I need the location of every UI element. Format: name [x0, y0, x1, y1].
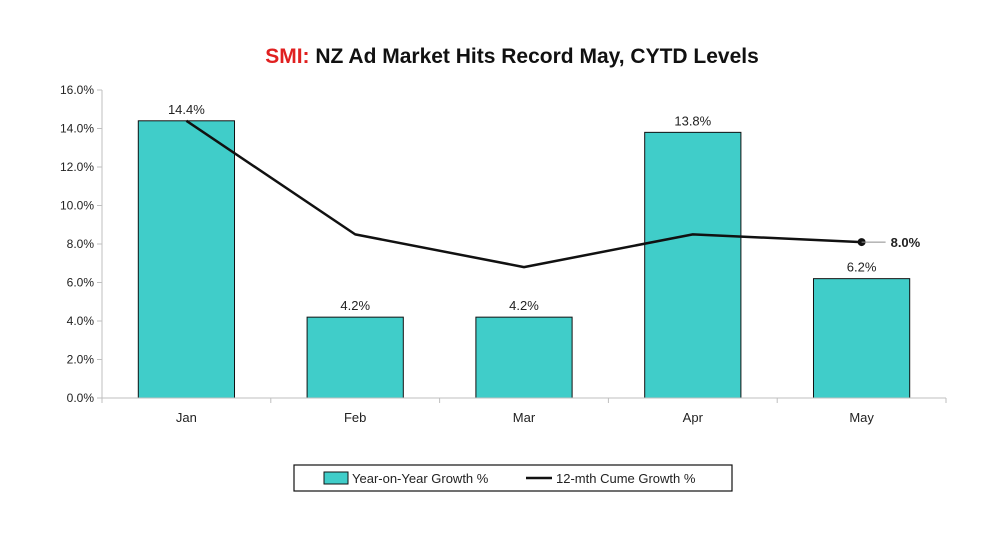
bar-feb: [306, 316, 404, 399]
bar-data-label: 6.2%: [847, 260, 877, 275]
x-tick-label-feb: Feb: [344, 410, 366, 425]
y-tick-label: 6.0%: [67, 276, 95, 290]
x-axis: Jan Feb Mar Apr May: [101, 397, 947, 425]
x-tick-label-mar: Mar: [513, 410, 536, 425]
line-series: 8.0%: [185, 119, 921, 269]
y-tick-label: 10.0%: [60, 199, 94, 213]
bar-mar: [475, 316, 573, 399]
bar-series: 14.4% 4.2% 4.2% 13.8% 6.2%: [137, 102, 911, 399]
chart-title-prefix: SMI:: [265, 45, 309, 68]
y-axis: 0.0% 2.0% 4.0% 6.0% 8.0% 10.0% 12.0% 14.0% 16.0%: [60, 83, 103, 405]
x-tick-label-apr: Apr: [683, 410, 704, 425]
bar-apr: [644, 131, 742, 399]
chart-title: SMI: NZ Ad Market Hits Record May, CYTD …: [265, 45, 759, 68]
legend-swatch-bar: [323, 471, 349, 485]
legend-box: [293, 464, 733, 492]
line-12mth-cume: [185, 119, 862, 269]
x-tick-label-jan: Jan: [176, 410, 197, 425]
bar-may: [812, 278, 911, 399]
y-tick-label: 4.0%: [67, 314, 95, 328]
legend: Year-on-Year Growth % 12-mth Cume Growth …: [293, 464, 733, 492]
chart-title-text: NZ Ad Market Hits Record May, CYTD Level…: [310, 45, 759, 68]
legend-label-line: 12-mth Cume Growth %: [556, 471, 696, 486]
y-tick-label: 14.0%: [60, 122, 94, 136]
y-tick-label: 12.0%: [60, 160, 94, 174]
y-tick-label: 8.0%: [67, 237, 95, 251]
y-tick-label: 0.0%: [67, 391, 95, 405]
bar-data-label: 4.2%: [509, 298, 539, 313]
y-tick-label: 16.0%: [60, 83, 94, 97]
y-tick-label: 2.0%: [67, 353, 95, 367]
bar-data-label: 13.8%: [674, 113, 711, 128]
bar-data-label: 4.2%: [340, 298, 370, 313]
bar-data-label: 14.4%: [168, 102, 205, 117]
line-end-label: 8.0%: [891, 235, 921, 250]
legend-label-bar: Year-on-Year Growth %: [352, 471, 489, 486]
x-tick-label-may: May: [849, 410, 874, 425]
bar-jan: [137, 120, 236, 399]
